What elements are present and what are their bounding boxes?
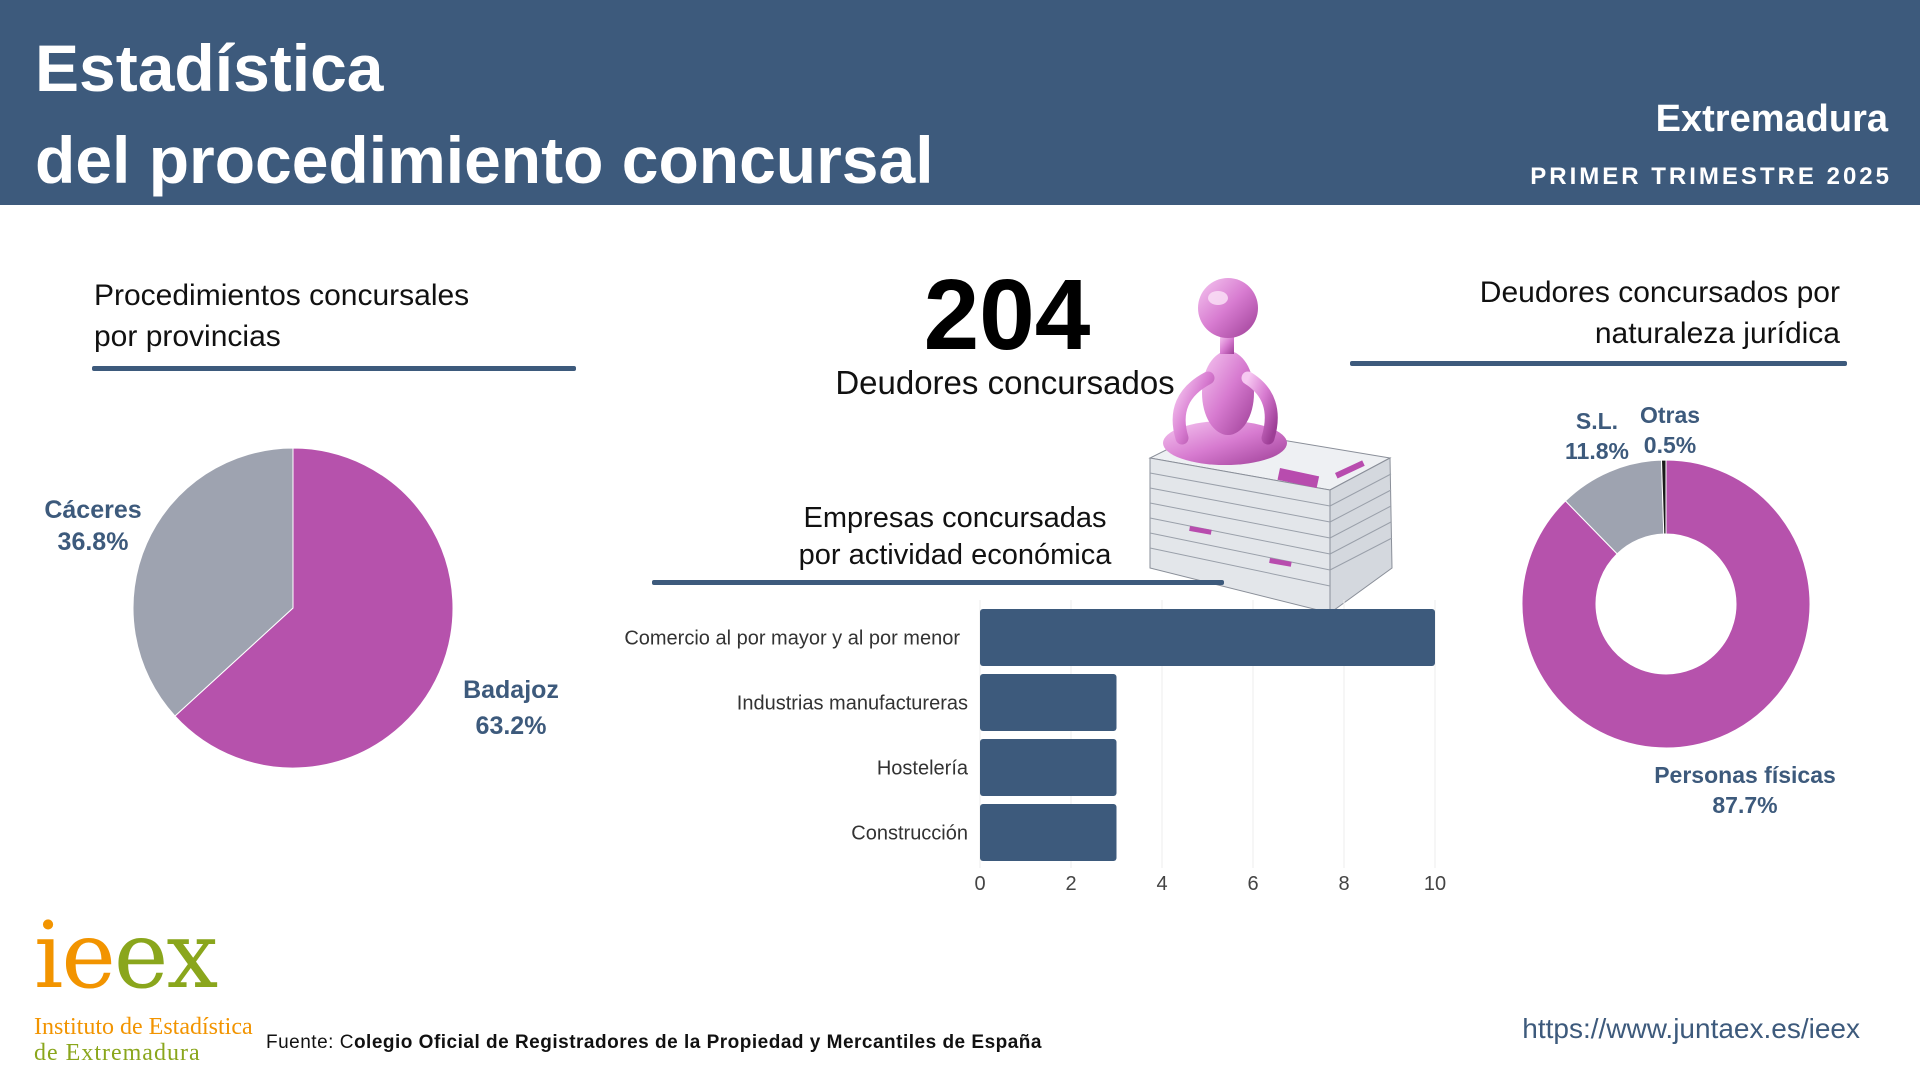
page-title: Estadística del procedimiento concursal <box>35 22 934 206</box>
activity-title-line2: por actividad económica <box>798 539 1112 571</box>
x-tick-label: 10 <box>1424 873 1446 895</box>
x-tick-label: 0 <box>974 873 985 895</box>
bar <box>980 609 1435 666</box>
bar <box>980 804 1117 861</box>
caceres-label: Cáceres <box>44 496 142 524</box>
logo-word-part2: ex <box>113 902 218 1009</box>
sl-value: 11.8% <box>1565 438 1629 464</box>
legal-title-rule <box>1350 361 1847 366</box>
otras-value: 0.5% <box>1643 432 1697 458</box>
header-banner: Estadística del procedimiento concursal … <box>0 0 1920 205</box>
logo-wordmark: ieex <box>34 906 218 1006</box>
meditating-figure <box>1163 278 1287 465</box>
pink-figure-meditating-on-stack-of-bills-icon <box>1148 278 1393 614</box>
ieex-logo: ieex Instituto de Estadística de Extrema… <box>34 906 254 1070</box>
logo-line1: Instituto de Estadística <box>34 1014 253 1040</box>
provinces-slice-badajoz <box>174 447 454 769</box>
category-label: Industrias manufactureras <box>737 693 968 715</box>
provinces-section-title: Procedimientos concursales por provincia… <box>94 275 469 357</box>
category-label: Hostelería <box>877 758 969 780</box>
personas-fisicas-value: 87.7% <box>1712 792 1778 818</box>
website-link[interactable]: https://www.juntaex.es/ieex <box>1522 1013 1860 1044</box>
personas-fisicas-label: Personas físicas <box>1654 762 1836 788</box>
otras-slice-label: Otras 0.5% <box>1625 400 1715 460</box>
legal-title-line1: Deudores concursados por <box>1479 276 1840 309</box>
total-debtors-label: Deudores concursados <box>835 364 1175 401</box>
activity-title-rule <box>652 580 1224 585</box>
total-debtors-number: 204 <box>923 259 1091 371</box>
provinces-pie-chart <box>132 447 454 769</box>
x-tick-label: 8 <box>1338 873 1349 895</box>
region-label: Extremadura <box>1655 98 1888 140</box>
legal-slice-otras <box>1660 459 1667 535</box>
source-prefix: Fuente: C <box>266 1032 354 1053</box>
provinces-title-line2: por provincias <box>94 320 281 353</box>
legal-section-title: Deudores concursados por naturaleza jurí… <box>1340 272 1840 354</box>
provinces-title-line1: Procedimientos concursales <box>94 279 470 312</box>
otras-label: Otras <box>1639 402 1701 428</box>
badajoz-value: 63.2% <box>475 712 547 740</box>
logo-word-part1: ie <box>34 902 116 1009</box>
period-label: PRIMER TRIMESTRE 2025 <box>1530 163 1892 190</box>
provinces-slice-cáceres <box>132 447 294 717</box>
provinces-title-rule <box>92 366 576 371</box>
bar <box>980 674 1117 731</box>
category-label: Comercio al por mayor y al por menor <box>624 628 960 650</box>
source-note: Fuente: Colegio Oficial de Registradores… <box>266 1032 1042 1054</box>
x-tick-label: 6 <box>1247 873 1258 895</box>
caceres-slice-label: Cáceres 36.8% <box>28 494 158 558</box>
legal-slice-personas-físicas <box>1521 459 1811 749</box>
legal-title-line2: naturaleza jurídica <box>1594 317 1840 350</box>
bar <box>980 739 1117 796</box>
x-tick-label: 2 <box>1065 873 1076 895</box>
legal-nature-donut-chart <box>1521 459 1811 749</box>
sl-label: S.L. <box>1575 408 1619 434</box>
bill-stack <box>1148 427 1393 614</box>
page-title-line1: Estadística <box>35 31 384 105</box>
category-label: Construcción <box>851 823 968 845</box>
activity-title-line1: Empresas concursadas <box>803 502 1107 534</box>
personas-fisicas-slice-label: Personas físicas 87.7% <box>1630 760 1860 820</box>
badajoz-label: Badajoz <box>463 676 559 704</box>
source-text: olegio Oficial de Registradores de la Pr… <box>353 1032 1042 1053</box>
activity-section-title: Empresas concursadas por actividad econó… <box>660 500 1250 574</box>
activity-bar-chart: 0 2 4 6 8 10 Comercio al por mayor y al por me… <box>624 600 1446 895</box>
sl-slice-label: S.L. 11.8% <box>1552 406 1642 466</box>
logo-line2: de Extremadura <box>34 1040 201 1066</box>
caceres-value: 36.8% <box>57 528 129 556</box>
x-tick-label: 4 <box>1156 873 1167 895</box>
page-title-line2: del procedimiento concursal <box>35 123 934 197</box>
badajoz-slice-label: Badajoz 63.2% <box>446 674 576 742</box>
